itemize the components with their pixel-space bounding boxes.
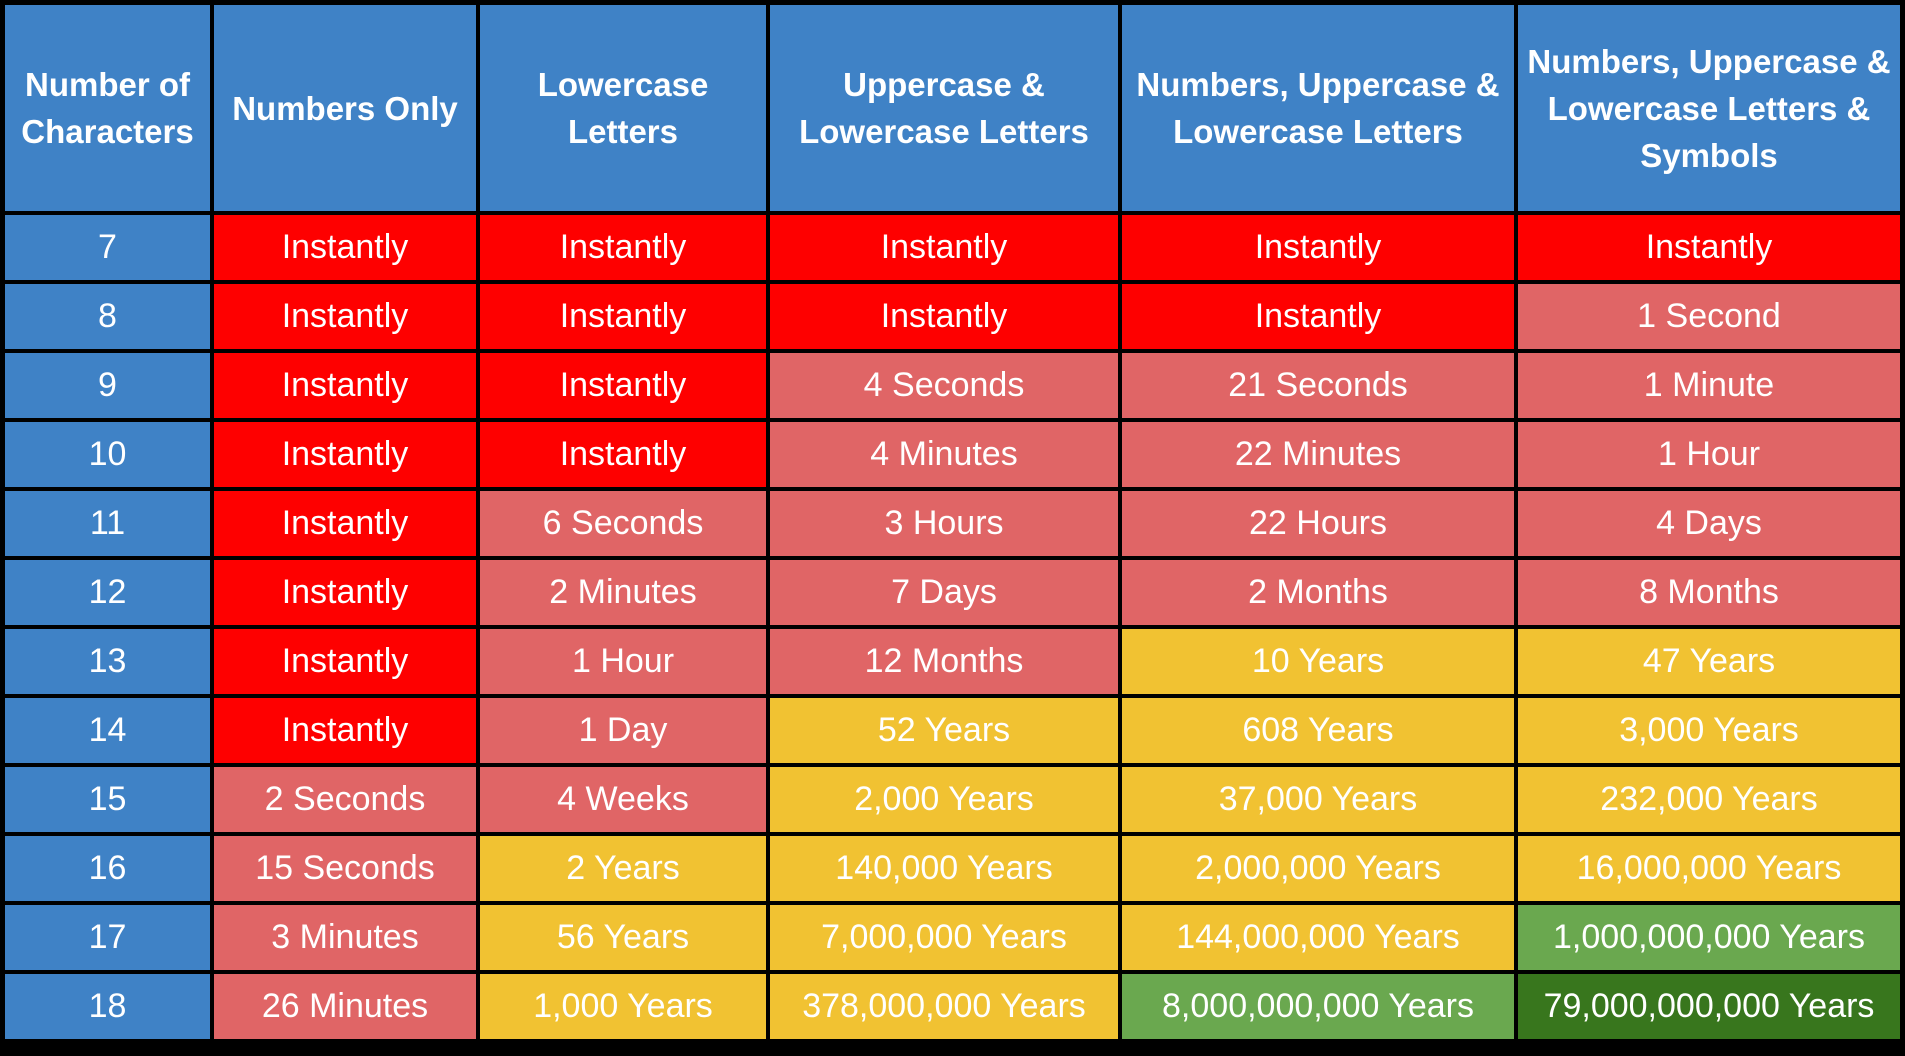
crack-time-cell: Instantly bbox=[212, 696, 478, 765]
crack-time-cell: 140,000 Years bbox=[768, 834, 1120, 903]
crack-time-cell: Instantly bbox=[1516, 213, 1902, 282]
crack-time-cell: Instantly bbox=[212, 420, 478, 489]
character-count-cell: 17 bbox=[3, 903, 212, 972]
crack-time-cell: 4 Weeks bbox=[478, 765, 768, 834]
crack-time-cell: 10 Years bbox=[1120, 627, 1516, 696]
table-row: 14 Instantly 1 Day 52 Years 608 Years 3,000 Y… bbox=[3, 696, 1902, 765]
crack-time-cell: 232,000 Years bbox=[1516, 765, 1902, 834]
crack-time-cell: 2 Seconds bbox=[212, 765, 478, 834]
character-count-cell: 12 bbox=[3, 558, 212, 627]
crack-time-cell: Instantly bbox=[478, 213, 768, 282]
crack-time-cell: 47 Years bbox=[1516, 627, 1902, 696]
crack-time-cell: 144,000,000 Years bbox=[1120, 903, 1516, 972]
header-upper-lower-letters: Uppercase & Lowercase Letters bbox=[768, 3, 1120, 213]
crack-time-cell: Instantly bbox=[768, 213, 1120, 282]
character-count-cell: 11 bbox=[3, 489, 212, 558]
crack-time-cell: 378,000,000 Years bbox=[768, 972, 1120, 1041]
crack-time-cell: 7,000,000 Years bbox=[768, 903, 1120, 972]
header-numbers-upper-lower-symbols: Numbers, Uppercase & Lowercase Letters &… bbox=[1516, 3, 1902, 213]
crack-time-cell: Instantly bbox=[478, 420, 768, 489]
table-row: 9 Instantly Instantly 4 Seconds 21 Seconds 1 … bbox=[3, 351, 1902, 420]
crack-time-cell: 8 Months bbox=[1516, 558, 1902, 627]
crack-time-cell: 4 Days bbox=[1516, 489, 1902, 558]
crack-time-cell: Instantly bbox=[478, 282, 768, 351]
crack-time-cell: 26 Minutes bbox=[212, 972, 478, 1041]
crack-time-cell: 22 Hours bbox=[1120, 489, 1516, 558]
crack-time-cell: 1 Hour bbox=[478, 627, 768, 696]
crack-time-cell: 2 Minutes bbox=[478, 558, 768, 627]
table-row: 16 15 Seconds 2 Years 140,000 Years 2,000,00… bbox=[3, 834, 1902, 903]
crack-time-cell: Instantly bbox=[212, 351, 478, 420]
crack-time-cell: 22 Minutes bbox=[1120, 420, 1516, 489]
header-numbers-only: Numbers Only bbox=[212, 3, 478, 213]
crack-time-cell: 21 Seconds bbox=[1120, 351, 1516, 420]
table-row: 8 Instantly Instantly Instantly Instantly 1 S… bbox=[3, 282, 1902, 351]
crack-time-cell: 56 Years bbox=[478, 903, 768, 972]
character-count-cell: 9 bbox=[3, 351, 212, 420]
header-lowercase-letters: Lowercase Letters bbox=[478, 3, 768, 213]
crack-time-cell: Instantly bbox=[212, 213, 478, 282]
character-count-cell: 7 bbox=[3, 213, 212, 282]
header-row: Number of Characters Numbers Only Lowerc… bbox=[3, 3, 1902, 213]
crack-time-cell: 4 Minutes bbox=[768, 420, 1120, 489]
table-row: 15 2 Seconds 4 Weeks 2,000 Years 37,000 Year… bbox=[3, 765, 1902, 834]
crack-time-cell: Instantly bbox=[212, 558, 478, 627]
crack-time-cell: 52 Years bbox=[768, 696, 1120, 765]
crack-time-cell: 3,000 Years bbox=[1516, 696, 1902, 765]
table-row: 10 Instantly Instantly 4 Minutes 22 Minutes 1… bbox=[3, 420, 1902, 489]
table-row: 18 26 Minutes 1,000 Years 378,000,000 Years… bbox=[3, 972, 1902, 1041]
crack-time-cell: 7 Days bbox=[768, 558, 1120, 627]
character-count-cell: 8 bbox=[3, 282, 212, 351]
table-row: 13 Instantly 1 Hour 12 Months 10 Years 47 Yea… bbox=[3, 627, 1902, 696]
password-crack-time-table: Number of Characters Numbers Only Lowerc… bbox=[3, 3, 1902, 1041]
character-count-cell: 13 bbox=[3, 627, 212, 696]
crack-time-cell: 15 Seconds bbox=[212, 834, 478, 903]
crack-time-cell: Instantly bbox=[212, 282, 478, 351]
crack-time-cell: 37,000 Years bbox=[1120, 765, 1516, 834]
crack-time-cell: 1,000,000,000 Years bbox=[1516, 903, 1902, 972]
crack-time-cell: 79,000,000,000 Years bbox=[1516, 972, 1902, 1041]
crack-time-cell: 1 Hour bbox=[1516, 420, 1902, 489]
crack-time-cell: 1 Minute bbox=[1516, 351, 1902, 420]
crack-time-cell: 12 Months bbox=[768, 627, 1120, 696]
crack-time-cell: 1,000 Years bbox=[478, 972, 768, 1041]
table-row: 11 Instantly 6 Seconds 3 Hours 22 Hours 4 Day… bbox=[3, 489, 1902, 558]
table-row: 7 Instantly Instantly Instantly Instantly Ins… bbox=[3, 213, 1902, 282]
crack-time-cell: 16,000,000 Years bbox=[1516, 834, 1902, 903]
crack-time-cell: 2 Years bbox=[478, 834, 768, 903]
crack-time-cell: 1 Day bbox=[478, 696, 768, 765]
crack-time-cell: 3 Minutes bbox=[212, 903, 478, 972]
crack-time-cell: Instantly bbox=[768, 282, 1120, 351]
crack-time-cell: 8,000,000,000 Years bbox=[1120, 972, 1516, 1041]
crack-time-cell: 2 Months bbox=[1120, 558, 1516, 627]
crack-time-cell: Instantly bbox=[478, 351, 768, 420]
crack-time-cell: 2,000,000 Years bbox=[1120, 834, 1516, 903]
character-count-cell: 15 bbox=[3, 765, 212, 834]
character-count-cell: 16 bbox=[3, 834, 212, 903]
table-row: 17 3 Minutes 56 Years 7,000,000 Years 144,00… bbox=[3, 903, 1902, 972]
character-count-cell: 18 bbox=[3, 972, 212, 1041]
crack-time-cell: 3 Hours bbox=[768, 489, 1120, 558]
crack-time-cell: 1 Second bbox=[1516, 282, 1902, 351]
character-count-cell: 10 bbox=[3, 420, 212, 489]
crack-time-cell: Instantly bbox=[212, 489, 478, 558]
crack-time-cell: 2,000 Years bbox=[768, 765, 1120, 834]
crack-time-cell: 6 Seconds bbox=[478, 489, 768, 558]
header-number-of-characters: Number of Characters bbox=[3, 3, 212, 213]
table-row: 12 Instantly 2 Minutes 7 Days 2 Months 8 Mont… bbox=[3, 558, 1902, 627]
character-count-cell: 14 bbox=[3, 696, 212, 765]
header-numbers-upper-lower: Numbers, Uppercase & Lowercase Letters bbox=[1120, 3, 1516, 213]
crack-time-cell: Instantly bbox=[1120, 213, 1516, 282]
crack-time-cell: Instantly bbox=[212, 627, 478, 696]
crack-time-cell: 4 Seconds bbox=[768, 351, 1120, 420]
crack-time-cell: 608 Years bbox=[1120, 696, 1516, 765]
crack-time-cell: Instantly bbox=[1120, 282, 1516, 351]
